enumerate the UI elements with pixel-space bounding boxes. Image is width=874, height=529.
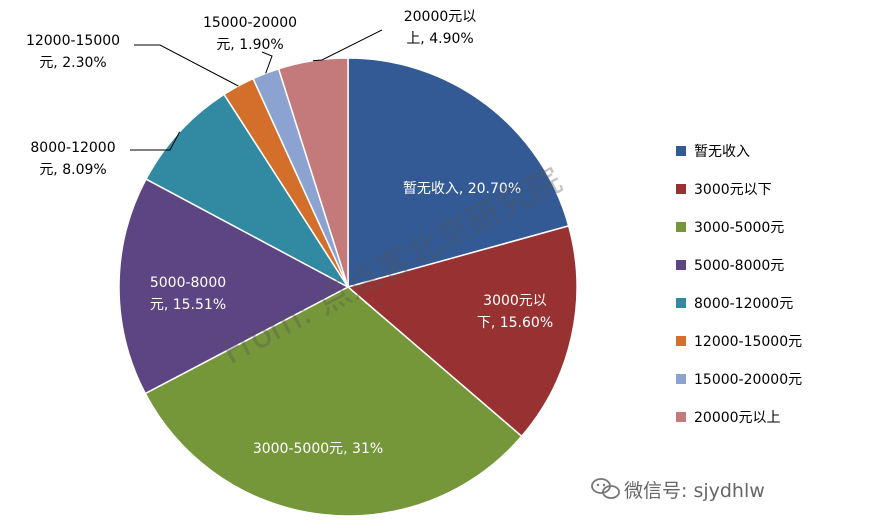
leader-lines	[130, 29, 383, 151]
legend-swatch-3	[676, 222, 686, 232]
data-label-6: 12000-15000 元, 2.30%	[26, 33, 120, 71]
pie-slice-1	[347, 57, 570, 288]
data-label-1: 暂无收入, 20.70%	[403, 181, 521, 197]
legend-swatch-6	[676, 336, 686, 346]
pie-slice-2	[346, 224, 578, 438]
leader-line-6	[134, 44, 239, 87]
legend-label-5: 8000-12000元	[694, 296, 793, 312]
data-label-5: 8000-12000 元, 8.09%	[30, 140, 115, 178]
data-label-8: 20000元以上, 4.90%	[404, 9, 477, 47]
legend-swatch-8	[676, 412, 686, 422]
legend-label-7: 15000-20000元	[694, 372, 802, 388]
legend-swatch-1	[676, 146, 686, 156]
legend-label-1: 暂无收入	[694, 144, 750, 160]
data-labels: 暂无收入, 20.70% 3000元以下, 15.60% 3000-5000元, 3…	[26, 9, 553, 457]
legend-swatch-7	[676, 374, 686, 384]
legend-swatch-4	[676, 260, 686, 270]
legend-label-4: 5000-8000元	[694, 258, 784, 274]
legend-label-6: 12000-15000元	[694, 334, 802, 350]
legend-label-8: 20000元以上	[694, 410, 781, 426]
pie-slice-4	[118, 178, 350, 395]
legend-swatch-5	[676, 298, 686, 308]
data-label-4: 5000-8000 元, 15.51%	[150, 275, 226, 313]
pie-slice-8	[277, 57, 349, 288]
wechat-icon	[591, 478, 620, 499]
data-label-3: 3000-5000元, 31%	[253, 441, 383, 457]
legend-label-2: 3000元以下	[694, 182, 772, 198]
leader-line-5	[130, 131, 181, 151]
data-label-2: 3000元以下, 15.60%	[477, 293, 553, 331]
data-label-7: 15000-20000 元, 1.90%	[203, 15, 297, 53]
legend-swatch-2	[676, 184, 686, 194]
leader-line-7	[261, 51, 273, 74]
wechat-id-label: 微信号: sjydhlw	[624, 480, 765, 502]
legend: 暂无收入 3000元以下 3000-5000元 5000-8000元 8000-1200…	[676, 144, 802, 426]
leader-line-8	[312, 29, 383, 62]
wechat-badge: 微信号: sjydhlw	[591, 478, 765, 502]
pie-slice-5	[145, 93, 351, 290]
legend-label-3: 3000-5000元	[694, 220, 784, 236]
